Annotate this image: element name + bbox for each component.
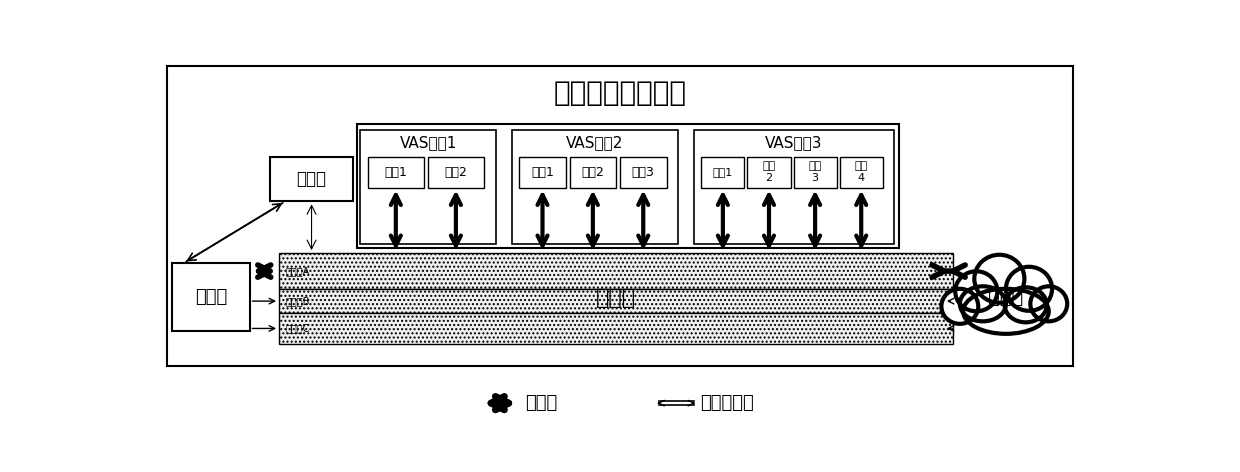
Bar (279, 253, 954, 289)
Bar (279, 313, 954, 344)
Text: 实例1: 实例1 (531, 166, 554, 178)
Text: 业务流C: 业务流C (285, 323, 310, 333)
Bar (361, 130, 496, 244)
Bar (569, 157, 616, 187)
Ellipse shape (1030, 287, 1068, 321)
Bar (279, 289, 954, 313)
Text: 实例2: 实例2 (582, 166, 604, 178)
Text: 互联网: 互联网 (988, 288, 1023, 307)
Bar (368, 157, 424, 187)
Text: 分类器: 分类器 (195, 288, 227, 306)
Bar (166, 66, 1074, 366)
Ellipse shape (975, 255, 1024, 303)
Text: 控制数据流: 控制数据流 (699, 394, 754, 412)
Text: VAS类型3: VAS类型3 (765, 135, 822, 151)
Bar (511, 130, 678, 244)
Ellipse shape (960, 287, 1006, 321)
Bar (748, 157, 791, 187)
Text: 实例1: 实例1 (384, 166, 407, 178)
Ellipse shape (941, 289, 978, 324)
Text: VAS类型1: VAS类型1 (399, 135, 456, 151)
Bar (270, 157, 353, 202)
Text: 实例
3: 实例 3 (808, 161, 822, 183)
Bar (794, 157, 837, 187)
Text: 业务流B: 业务流B (285, 296, 310, 306)
Bar (428, 157, 484, 187)
Text: 业务流A: 业务流A (285, 266, 310, 276)
Text: 增值业务处理网络: 增值业务处理网络 (553, 79, 687, 107)
Bar (702, 157, 744, 187)
Text: 实例3: 实例3 (632, 166, 655, 178)
Ellipse shape (955, 271, 997, 312)
Bar (172, 263, 249, 331)
Bar (357, 125, 899, 248)
Bar (620, 157, 667, 187)
Text: 实例
2: 实例 2 (763, 161, 775, 183)
Text: 实例
4: 实例 4 (854, 161, 868, 183)
Text: 实例2: 实例2 (444, 166, 467, 178)
Text: 业务流: 业务流 (526, 394, 558, 412)
Text: 交换机: 交换机 (596, 288, 636, 308)
Ellipse shape (963, 289, 1049, 334)
Bar (520, 157, 565, 187)
Ellipse shape (1006, 267, 1052, 311)
Ellipse shape (1004, 287, 1047, 322)
Bar (693, 130, 894, 244)
Text: 控制器: 控制器 (296, 170, 326, 188)
Text: 实例1: 实例1 (713, 167, 733, 177)
Text: VAS类型2: VAS类型2 (567, 135, 624, 151)
Bar (839, 157, 883, 187)
